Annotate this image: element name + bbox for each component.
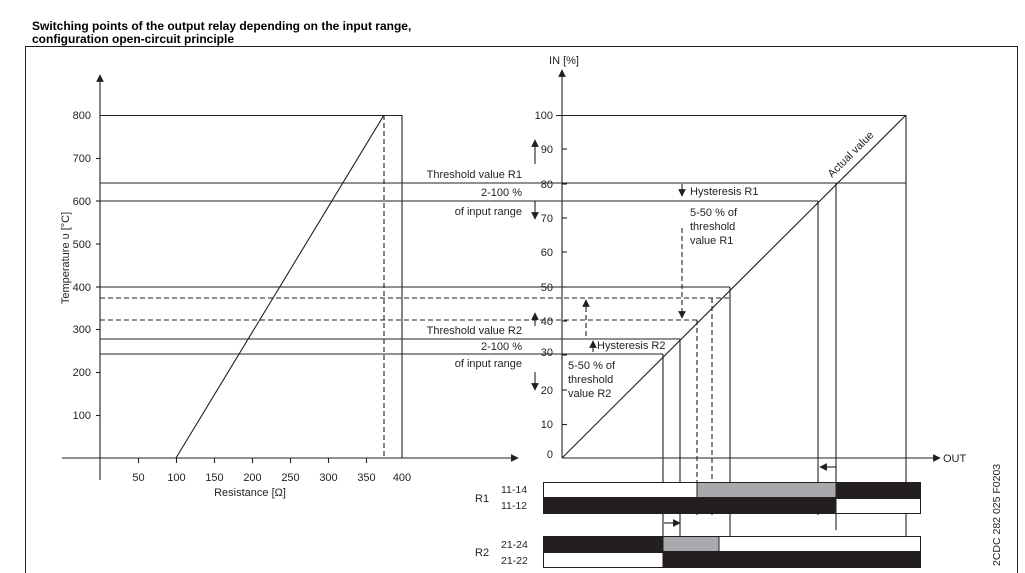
threshold-r2-input-range: of input range <box>455 358 522 370</box>
relay-r1-contact-a: 11-14 <box>501 484 527 496</box>
right-y-tick-label: 70 <box>541 213 553 225</box>
left-y-tick-label: 400 <box>73 282 91 294</box>
actual-value-label: Actual value <box>826 129 877 180</box>
hyst-r2-pct: 5-50 % of <box>568 360 616 372</box>
hyst-r1-label: Hysteresis R1 <box>690 186 758 198</box>
right-y-tick-label: 60 <box>541 247 553 259</box>
right-y-tick-label: 20 <box>541 385 553 397</box>
right-y-tick-label: 10 <box>541 419 553 431</box>
left-x-tick-label: 250 <box>281 472 299 484</box>
r2-21-24-hysteresis <box>662 536 720 552</box>
threshold-r2-label: Threshold value R2 <box>427 325 522 337</box>
diagram-title-line2: configuration open-circuit principle <box>32 32 235 46</box>
left-x-label: Resistance [Ω] <box>214 487 286 499</box>
right-y-label: IN [%] <box>549 55 579 67</box>
r2-21-22-on <box>662 552 921 568</box>
hyst-r1-pct: 5-50 % of <box>690 207 738 219</box>
relay-r1-contact-b: 11-12 <box>501 500 527 512</box>
threshold-r1-input-range: of input range <box>455 206 522 218</box>
hyst-r2-value: value R2 <box>568 388 611 400</box>
relay-r1-label: R1 <box>475 493 489 505</box>
hyst-r1-threshold: threshold <box>690 221 735 233</box>
hyst-r2-label: Hysteresis R2 <box>597 340 665 352</box>
r1-11-14-on <box>835 482 921 498</box>
right-y-tick-label: 80 <box>541 179 553 191</box>
actual-value-diagonal <box>561 114 907 459</box>
relay-r2-label: R2 <box>475 547 489 559</box>
left-x-tick-label: 50 <box>132 472 144 484</box>
threshold-r2-range: 2-100 % <box>481 341 522 353</box>
diagram-title-line1: Switching points of the output relay dep… <box>32 19 412 33</box>
right-x-label: OUT <box>943 453 967 465</box>
right-y-tick-label: 0 <box>547 449 553 461</box>
left-y-tick-label: 500 <box>73 239 91 251</box>
left-y-tick-label: 700 <box>73 153 91 165</box>
relay-r2-contact-a: 21-24 <box>501 539 528 551</box>
r2-21-24-on <box>543 536 664 552</box>
document-code: 2CDC 282 025 F0203 <box>991 464 1003 566</box>
left-y-tick-label: 600 <box>73 196 91 208</box>
left-y-tick-label: 300 <box>73 324 91 336</box>
left-x-tick-label: 100 <box>167 472 185 484</box>
hyst-r1-value: value R1 <box>690 235 733 247</box>
left-x-tick-label: 400 <box>393 472 411 484</box>
right-y-tick-label: 90 <box>541 144 553 156</box>
r1-11-14-hysteresis <box>696 482 837 498</box>
left-x-tick-label: 150 <box>205 472 223 484</box>
left-x-tick-label: 200 <box>243 472 261 484</box>
right-y-tick-label: 30 <box>541 347 553 359</box>
right-y-tick-label: 50 <box>541 282 553 294</box>
left-y-tick-label: 800 <box>73 110 91 122</box>
right-y-tick-label: 100 <box>535 110 553 122</box>
left-x-tick-label: 350 <box>357 472 375 484</box>
threshold-r1-label: Threshold value R1 <box>427 169 522 181</box>
hyst-r2-threshold: threshold <box>568 374 613 386</box>
left-y-label: Temperature υ [°C] <box>60 212 72 304</box>
left-y-tick-label: 100 <box>73 410 91 422</box>
r1-11-12-on <box>543 498 837 514</box>
right-y-tick-label: 40 <box>541 316 553 328</box>
left-x-tick-label: 300 <box>319 472 337 484</box>
left-y-tick-label: 200 <box>73 367 91 379</box>
threshold-r1-range: 2-100 % <box>481 187 522 199</box>
relay-r2-contact-b: 21-22 <box>501 555 528 567</box>
